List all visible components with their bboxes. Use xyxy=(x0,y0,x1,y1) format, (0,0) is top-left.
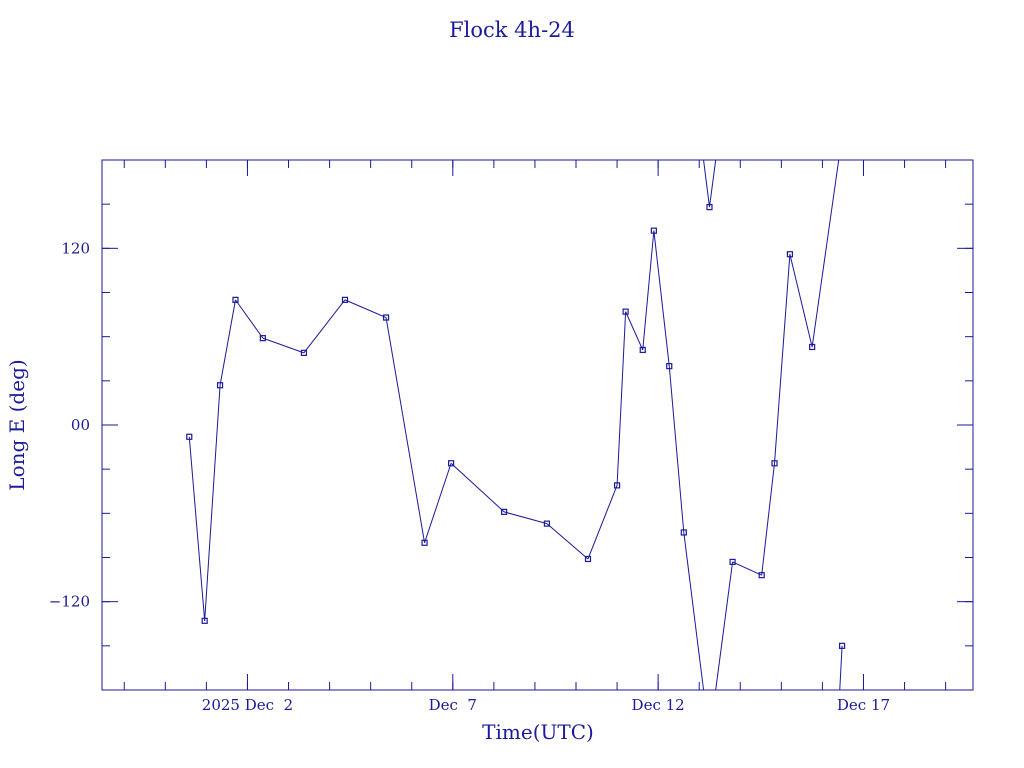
series-segment xyxy=(450,462,505,513)
series-segment xyxy=(715,561,734,690)
data-point xyxy=(613,482,621,489)
tick-labels: 2025 Dec 2 Dec 7 Dec 12 Dec 17 120 00 −120 xyxy=(49,239,890,714)
x-tick-label: Dec 17 xyxy=(837,696,890,714)
x-axis-label: Time(UTC) xyxy=(482,720,594,744)
y-tick-label: 120 xyxy=(61,239,90,257)
plot-frame xyxy=(101,159,974,691)
series-segment xyxy=(653,230,670,367)
series-segment xyxy=(424,463,452,543)
x-tick-label: Dec 7 xyxy=(429,696,477,714)
y-tick-label: −120 xyxy=(49,593,90,611)
data-point xyxy=(650,227,657,234)
data-point xyxy=(447,460,455,467)
data-point xyxy=(232,296,239,303)
data-point xyxy=(300,349,308,356)
series-segment xyxy=(385,317,426,543)
chart-title: Flock 4h-24 xyxy=(449,18,575,42)
data-point xyxy=(259,335,266,342)
data-point xyxy=(771,460,778,467)
series-segment xyxy=(625,311,644,351)
data-point xyxy=(216,382,224,389)
series-segment xyxy=(839,645,843,690)
series-segment xyxy=(262,337,305,354)
data-point xyxy=(341,296,349,303)
series-segment xyxy=(668,366,685,533)
data-point xyxy=(639,346,646,354)
data-point xyxy=(421,539,428,546)
data-point xyxy=(729,558,736,566)
series-segment xyxy=(708,160,717,208)
series-segment xyxy=(235,299,264,339)
series-segment xyxy=(789,254,813,348)
data-point xyxy=(186,433,193,440)
x-tick-label: Dec 12 xyxy=(632,696,685,714)
data-point xyxy=(666,363,673,370)
series-segment xyxy=(503,511,548,525)
series-segment xyxy=(188,436,206,621)
series-segment xyxy=(683,532,705,690)
axis-ticks xyxy=(102,160,973,690)
series-segment xyxy=(839,160,841,161)
series-segment xyxy=(303,299,346,354)
data-point xyxy=(680,529,687,536)
data-markers xyxy=(186,146,846,649)
series-segment xyxy=(761,463,775,576)
data-point xyxy=(584,555,592,563)
data-point xyxy=(786,251,794,258)
series-segment xyxy=(219,299,236,386)
series-segment xyxy=(811,160,840,348)
data-point xyxy=(706,204,713,211)
series-segment xyxy=(587,485,618,560)
data-point xyxy=(838,146,843,151)
data-point xyxy=(501,508,508,515)
series-segment xyxy=(703,160,710,208)
data-point xyxy=(758,572,765,579)
data-point xyxy=(838,642,846,649)
series-segment xyxy=(546,523,589,560)
data-point xyxy=(543,520,551,527)
data-point xyxy=(809,343,816,351)
x-tick-label: 2025 Dec 2 xyxy=(202,696,293,714)
data-point xyxy=(622,308,629,315)
y-tick-label: 00 xyxy=(71,416,90,434)
series-segment xyxy=(344,299,387,318)
series-segment xyxy=(616,311,627,486)
series-segment xyxy=(204,385,221,621)
data-point xyxy=(201,617,208,624)
y-axis-label: Long E (deg) xyxy=(5,359,29,490)
series-segment xyxy=(774,254,791,464)
series-segment xyxy=(642,230,655,350)
series-line xyxy=(188,160,843,690)
data-point xyxy=(382,314,390,321)
series-segment xyxy=(732,561,762,576)
